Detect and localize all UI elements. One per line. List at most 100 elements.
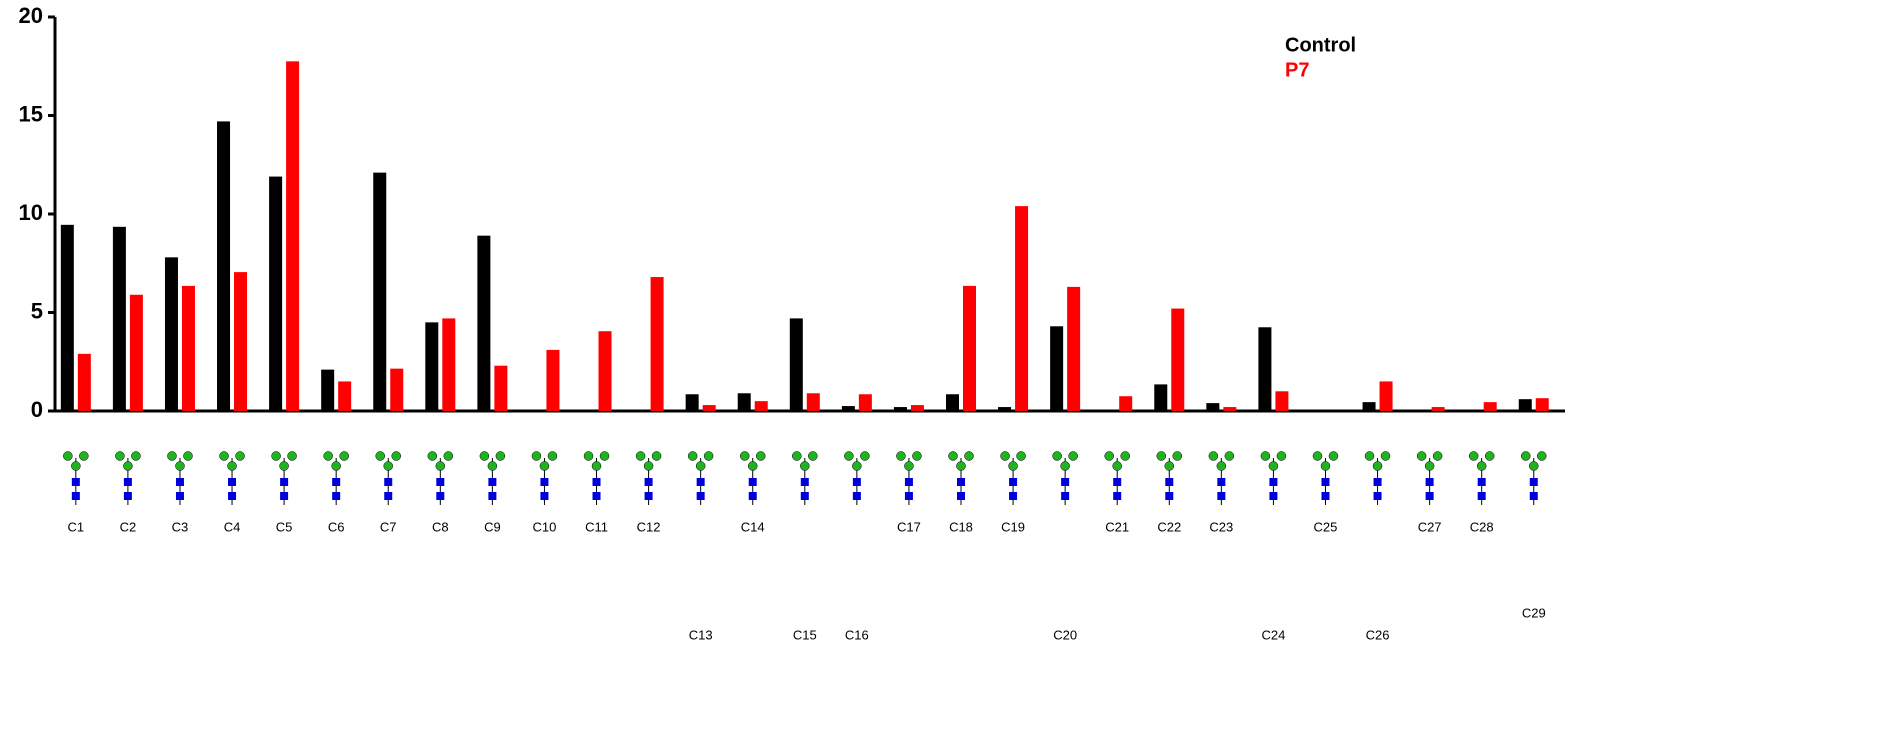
bar <box>494 366 507 411</box>
glycan-node <box>905 478 913 486</box>
x-tick-label: C3 <box>172 519 189 534</box>
glycan-node <box>496 452 505 461</box>
glycan-node <box>1321 462 1330 471</box>
glycan-node <box>1113 462 1122 471</box>
bar <box>442 318 455 411</box>
glycan-node <box>1365 452 1374 461</box>
bar <box>894 407 907 411</box>
glycan-node <box>1381 452 1390 461</box>
glycan-node <box>1001 452 1010 461</box>
x-tick-label: C5 <box>276 519 293 534</box>
glycan-node <box>167 452 176 461</box>
glycan-node <box>1417 452 1426 461</box>
glycan-node <box>965 452 974 461</box>
glycan-node <box>1217 492 1225 500</box>
glycan-node <box>1217 478 1225 486</box>
glycan-node <box>957 492 965 500</box>
bar <box>1519 399 1532 411</box>
bar <box>1154 384 1167 411</box>
bar <box>1432 407 1445 411</box>
glycan-node <box>1537 452 1546 461</box>
glycan-node <box>1017 452 1026 461</box>
bar <box>1363 402 1376 411</box>
glycan-node <box>636 452 645 461</box>
legend-label: P7 <box>1285 59 1309 81</box>
bar <box>1380 381 1393 411</box>
glycan-node <box>688 452 697 461</box>
x-tick-label: C21 <box>1105 519 1129 534</box>
glycan-node <box>1061 478 1069 486</box>
glycan-node <box>592 462 601 471</box>
x-tick-label: C29 <box>1522 605 1546 620</box>
glycan-node <box>72 478 80 486</box>
bar <box>1067 287 1080 411</box>
glycan-node <box>124 478 132 486</box>
glycan-node <box>1105 452 1114 461</box>
glycan-node <box>1329 452 1338 461</box>
glycan-node <box>183 452 192 461</box>
glycan-node <box>1269 462 1278 471</box>
glycan-node <box>808 452 817 461</box>
glycan-node <box>288 452 297 461</box>
bar <box>217 121 230 411</box>
glycan-node <box>896 452 905 461</box>
glycan-node <box>228 478 236 486</box>
bar <box>182 286 195 411</box>
x-tick-label: C28 <box>1470 519 1494 534</box>
glycan-node <box>428 452 437 461</box>
glycan-node <box>1374 478 1382 486</box>
glycan-node <box>584 452 593 461</box>
glycan-node <box>436 462 445 471</box>
glycan-node <box>175 462 184 471</box>
x-tick-label: C24 <box>1261 627 1285 642</box>
glycan-node <box>652 452 661 461</box>
glycan-node <box>1269 492 1277 500</box>
glycan-node <box>912 452 921 461</box>
glycan-node <box>801 478 809 486</box>
x-tick-label: C13 <box>689 627 713 642</box>
glycan-node <box>280 478 288 486</box>
bar <box>130 295 143 411</box>
glycan-node <box>905 492 913 500</box>
glycan-node <box>1165 462 1174 471</box>
bar <box>61 225 74 411</box>
glycan-node <box>853 492 861 500</box>
bar <box>113 227 126 411</box>
glycan-node <box>844 452 853 461</box>
bar <box>321 370 334 411</box>
glycan-node <box>1113 478 1121 486</box>
bar <box>234 272 247 411</box>
glycan-node <box>600 452 609 461</box>
x-tick-label: C15 <box>793 627 817 642</box>
glycan-node <box>548 452 557 461</box>
glycan-node <box>436 492 444 500</box>
glycan-node <box>1313 452 1322 461</box>
glycan-node <box>1530 478 1538 486</box>
glycan-node <box>1478 492 1486 500</box>
x-tick-label: C18 <box>949 519 973 534</box>
glycan-node <box>392 452 401 461</box>
glycan-node <box>853 478 861 486</box>
x-tick-label: C14 <box>741 519 765 534</box>
glycan-node <box>1209 452 1218 461</box>
glycan-node <box>1321 492 1329 500</box>
bar <box>373 173 386 411</box>
glycan-node <box>697 478 705 486</box>
glycan-node <box>1061 462 1070 471</box>
glycan-node <box>228 462 237 471</box>
glycan-node <box>593 492 601 500</box>
glycan-node <box>1469 452 1478 461</box>
glycan-node <box>1053 452 1062 461</box>
glycan-node <box>740 452 749 461</box>
bar <box>703 405 716 411</box>
glycan-node <box>272 452 281 461</box>
glycan-node <box>1165 478 1173 486</box>
glycan-node <box>176 492 184 500</box>
glycan-node <box>1009 492 1017 500</box>
glycan-node <box>1478 478 1486 486</box>
glycan-node <box>63 452 72 461</box>
bar <box>78 354 91 411</box>
glycan-node <box>904 462 913 471</box>
glycan-node <box>749 478 757 486</box>
bar <box>963 286 976 411</box>
